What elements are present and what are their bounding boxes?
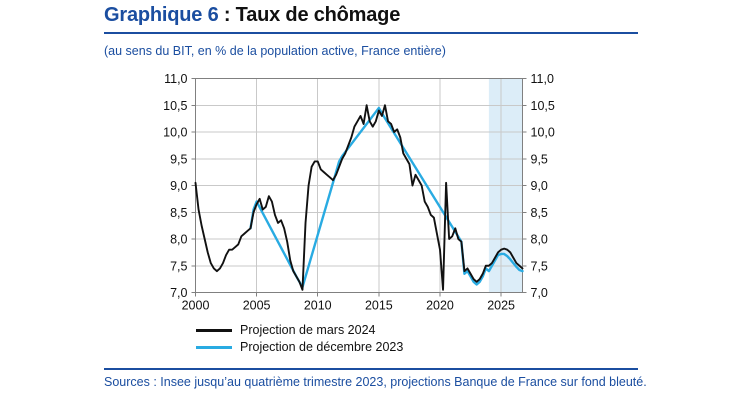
series-line-mars-2024 [194,104,524,291]
y-axis-tick-label: 10,0 [163,126,187,140]
plot-frame [191,78,527,297]
x-axis-tick-label: 2005 [243,299,271,311]
y-axis-right-tick-label: 10,0 [531,126,555,140]
data-series [194,104,524,291]
footer-divider [104,368,638,370]
legend-label-decembre-2023: Projection de décembre 2023 [240,340,404,354]
y-axis-tick-label: 11,0 [164,72,187,86]
x-axis-tick-label: 2000 [182,299,210,311]
y-axis-right-tick-label: 8,5 [531,206,548,220]
x-axis-tick-label: 2025 [487,299,515,311]
y-axis-tick-label: 7,0 [170,286,187,300]
y-axis-right-tick-label: 10,5 [531,99,555,113]
y-axis-right-tick-label: 7,5 [531,259,548,273]
y-axis-right-tick-label: 11,0 [531,72,554,86]
title-divider [104,32,638,34]
legend-swatch-blue-line [196,345,232,349]
sources-line-1: Sources : Insee jusqu’au quatrième trime… [104,375,558,389]
legend-item-decembre-2023: Projection de décembre 2023 [196,339,536,355]
legend-label-mars-2024: Projection de mars 2024 [240,323,376,337]
chart-subtitle: (au sens du BIT, en % de la population a… [104,44,446,58]
title-rest: : Taux de chômage [218,4,401,26]
x-axis-labels: 2000 2005 2010 2015 2020 2025 [182,299,515,311]
sources-note: Sources : Insee jusqu’au quatrième trime… [104,374,649,390]
y-axis-left-labels: 7,0 7,5 8,0 8,5 9,0 9,5 10,0 10,5 11,0 [163,72,187,300]
y-axis-right-tick-label: 9,5 [531,152,548,166]
y-axis-tick-label: 7,5 [170,259,187,273]
y-axis-right-tick-label: 8,0 [531,233,548,247]
chart-container: 7,0 7,5 8,0 8,5 9,0 9,5 10,0 10,5 11,0 7,0 7,5 8,0… [0,70,730,310]
unemployment-line-chart: 7,0 7,5 8,0 8,5 9,0 9,5 10,0 10,5 11,0 7,0 7,5 8,0… [163,72,555,311]
title-highlight: Graphique 6 [104,4,219,26]
y-axis-tick-label: 9,5 [170,152,187,166]
x-axis-tick-label: 2010 [304,299,332,311]
y-axis-tick-label: 8,5 [170,206,187,220]
chart-legend: Projection de mars 2024 Projection de dé… [196,322,536,356]
sources-line-2: sur fond bleuté. [560,375,647,389]
x-axis-tick-label: 2020 [426,299,454,311]
legend-swatch-black-line [196,328,232,332]
page-title: Graphique 6 : Taux de chômage [104,4,644,30]
x-axis-tick-label: 2015 [365,299,393,311]
legend-item-mars-2024: Projection de mars 2024 [196,322,536,338]
y-axis-tick-label: 9,0 [170,179,187,193]
series-line-decembre-2023 [249,106,524,289]
y-axis-right-tick-label: 9,0 [531,179,548,193]
y-axis-right-tick-label: 7,0 [531,286,548,300]
y-axis-tick-label: 10,5 [163,99,187,113]
y-axis-right-labels: 7,0 7,5 8,0 8,5 9,0 9,5 10,0 10,5 11,0 [531,72,555,300]
y-axis-tick-label: 8,0 [170,233,187,247]
grid-lines [195,78,523,293]
